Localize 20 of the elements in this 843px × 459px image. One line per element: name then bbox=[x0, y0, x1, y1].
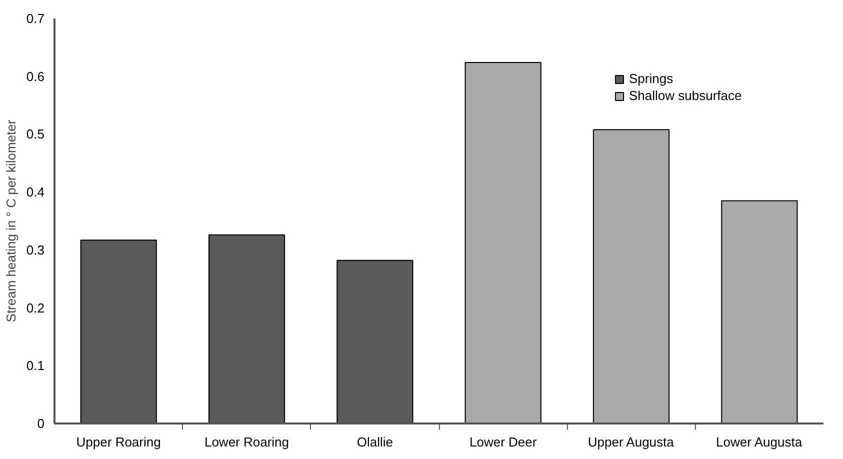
x-tick-label: Olallie bbox=[356, 434, 393, 450]
y-tick-label: 0.2 bbox=[26, 300, 45, 316]
bar bbox=[464, 62, 542, 424]
x-tick-label: Lower Roaring bbox=[204, 434, 290, 450]
y-tick-label: 0 bbox=[37, 416, 45, 431]
x-tick-label: Upper Roaring bbox=[76, 434, 161, 450]
bar bbox=[721, 200, 798, 424]
y-tick-label: 0.7 bbox=[26, 11, 45, 26]
y-axis-title: Stream heating in ° C per kilometer bbox=[3, 119, 18, 322]
bar bbox=[592, 129, 670, 424]
x-tick-label: Upper Augusta bbox=[588, 434, 675, 450]
y-tick-label: 0.6 bbox=[26, 68, 45, 84]
legend-label: Shallow subsurface bbox=[629, 88, 742, 103]
y-tick-label: 0.5 bbox=[26, 126, 45, 142]
legend-label: Springs bbox=[629, 71, 674, 86]
y-tick-label: 0.3 bbox=[26, 242, 45, 258]
y-tick-label: 0.4 bbox=[26, 184, 45, 200]
x-tick-label: Lower Augusta bbox=[716, 434, 803, 450]
x-tick-label: Lower Deer bbox=[469, 434, 538, 450]
y-tick-label: 0.1 bbox=[26, 358, 45, 374]
